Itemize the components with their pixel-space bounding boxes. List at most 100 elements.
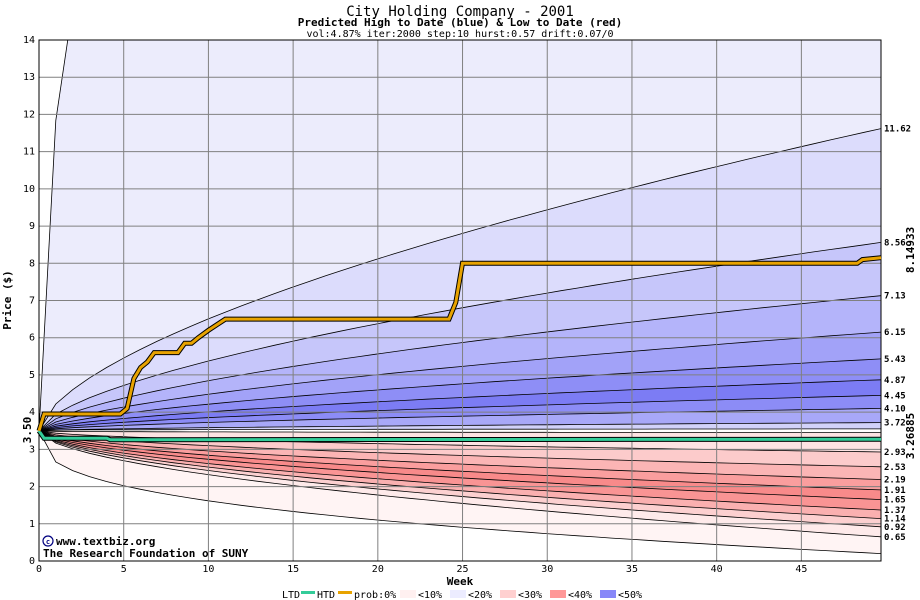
blue-percentile-line-7 bbox=[39, 395, 881, 432]
legend-10-label: <10% bbox=[418, 590, 442, 600]
low-to-date-last-label: 3.26885 bbox=[904, 413, 917, 459]
red-band-6 bbox=[39, 430, 881, 519]
legend-ltd-swatch bbox=[301, 591, 315, 594]
red-band-3 bbox=[39, 430, 881, 490]
percentile-end-label: 8.56 bbox=[884, 238, 906, 248]
watermark: c www.textbiz.org The Research Foundatio… bbox=[42, 535, 249, 560]
percentile-end-label: 4.87 bbox=[884, 376, 906, 386]
y-tick-label: 9 bbox=[29, 221, 35, 232]
percentile-end-label: 1.91 bbox=[884, 486, 906, 496]
y-tick-label: 5 bbox=[29, 370, 35, 381]
x-tick-label: 45 bbox=[795, 564, 807, 575]
high-to-date-line bbox=[37, 256, 882, 432]
red-band-8 bbox=[39, 430, 881, 537]
percentile-end-label: 7.13 bbox=[884, 292, 906, 302]
blue-band-6 bbox=[39, 379, 881, 431]
y-tick-label: 14 bbox=[23, 35, 35, 46]
chart-params: vol:4.87% iter:2000 step:10 hurst:0.57 d… bbox=[306, 29, 613, 40]
plot-border bbox=[38, 39, 882, 562]
red-band-5 bbox=[39, 430, 881, 510]
blue-percentile-line-5 bbox=[39, 358, 881, 432]
blue-percentile-line-1 bbox=[39, 128, 881, 432]
legend-40-label: <40% bbox=[568, 590, 592, 600]
copyright-icon bbox=[42, 535, 54, 547]
blue-percentile-line-10 bbox=[39, 428, 881, 432]
blue-band-8 bbox=[39, 408, 881, 431]
y-tick-label: 0 bbox=[29, 556, 35, 567]
percentile-end-label: 4.45 bbox=[884, 391, 906, 401]
x-tick-label: 5 bbox=[121, 564, 127, 575]
y-tick-label: 3 bbox=[29, 444, 35, 455]
blue-percentile-line-8 bbox=[39, 408, 881, 432]
blue-band-4 bbox=[39, 332, 881, 431]
red-percentile-line-7 bbox=[39, 430, 881, 519]
legend-htd-swatch bbox=[338, 591, 352, 594]
x-tick-label: 10 bbox=[202, 564, 214, 575]
percentile-end-label: 6.15 bbox=[884, 328, 906, 338]
y-tick-label: 6 bbox=[29, 333, 35, 344]
red-band-7 bbox=[39, 430, 881, 527]
legend-ltd-label: LTD bbox=[282, 590, 300, 600]
percentile-end-label: 5.43 bbox=[884, 355, 906, 365]
y-tick-label: 8 bbox=[29, 258, 35, 269]
y-tick-label: 13 bbox=[23, 72, 35, 83]
start-price-label: 3.50 bbox=[21, 417, 34, 444]
legend-50-label: <50% bbox=[618, 590, 642, 600]
x-tick-label: 35 bbox=[626, 564, 638, 575]
percentile-end-label: 1.14 bbox=[884, 515, 906, 525]
y-tick-label: 12 bbox=[23, 109, 35, 120]
red-percentile-line-0 bbox=[39, 430, 881, 433]
percentile-end-label: 0.92 bbox=[884, 523, 906, 533]
percentile-end-label: 1.65 bbox=[884, 496, 906, 506]
red-percentile-line-5 bbox=[39, 430, 881, 500]
legend-swatch-30 bbox=[500, 590, 516, 598]
blue-band-3 bbox=[39, 295, 881, 431]
blue-band-5 bbox=[39, 358, 881, 431]
red-percentile-line-2 bbox=[39, 430, 881, 468]
red-band-9 bbox=[39, 430, 881, 554]
percentile-end-label: 4.10 bbox=[884, 404, 906, 414]
x-tick-label: 25 bbox=[457, 564, 469, 575]
y-axis-label: Price ($) bbox=[1, 270, 14, 330]
high-to-date-last-label: 8.14933 bbox=[904, 227, 917, 273]
legend-swatch-20 bbox=[450, 590, 466, 598]
blue-band-0 bbox=[39, 40, 881, 431]
percentile-end-label: 2.19 bbox=[884, 476, 906, 486]
plot-overlay: 0 5 10 15 20 25 30 35 40 450123456789101112131411… bbox=[23, 35, 911, 575]
red-percentile-line-8 bbox=[39, 430, 881, 528]
red-percentile-line-9 bbox=[39, 430, 881, 538]
blue-percentile-line-3 bbox=[39, 295, 881, 432]
percentile-end-label: 11.62 bbox=[884, 125, 911, 135]
legend-20-label: <20% bbox=[468, 590, 492, 600]
percentile-end-label: 0.65 bbox=[884, 533, 906, 543]
y-tick-label: 1 bbox=[29, 519, 35, 530]
y-tick-label: 2 bbox=[29, 482, 35, 493]
red-band-1 bbox=[39, 430, 881, 467]
red-percentile-line-6 bbox=[39, 430, 881, 511]
chart-title: City Holding Company - 2001 bbox=[346, 4, 574, 20]
red-percentile-line-4 bbox=[39, 430, 881, 491]
x-tick-label: 20 bbox=[372, 564, 384, 575]
legend-swatch-50 bbox=[600, 590, 616, 598]
x-tick-label: 40 bbox=[711, 564, 723, 575]
y-tick-label: 10 bbox=[23, 184, 35, 195]
blue-band-2 bbox=[39, 242, 881, 431]
y-tick-label: 7 bbox=[29, 296, 35, 307]
red-band-4 bbox=[39, 430, 881, 500]
legend: LTD HTD prob:0% <10% <20% <30% <40% <50% bbox=[282, 590, 642, 600]
y-tick-label: 4 bbox=[29, 407, 35, 418]
legend-swatch-40 bbox=[550, 590, 566, 598]
blue-band-7 bbox=[39, 395, 881, 431]
red-percentile-line-10 bbox=[39, 430, 881, 554]
watermark-line-1: www.textbiz.org bbox=[56, 535, 155, 548]
x-axis-label: Week bbox=[447, 575, 474, 588]
x-tick-label: 15 bbox=[287, 564, 299, 575]
blue-percentile-line-4 bbox=[39, 331, 881, 432]
y-tick-label: 11 bbox=[23, 147, 35, 158]
watermark-line-2: The Research Foundation of SUNY bbox=[43, 547, 249, 560]
x-tick-label: 0 bbox=[36, 564, 42, 575]
blue-percentile-line-6 bbox=[39, 379, 881, 432]
legend-swatch-10 bbox=[400, 590, 416, 598]
copyright-c-icon: c bbox=[46, 538, 50, 546]
